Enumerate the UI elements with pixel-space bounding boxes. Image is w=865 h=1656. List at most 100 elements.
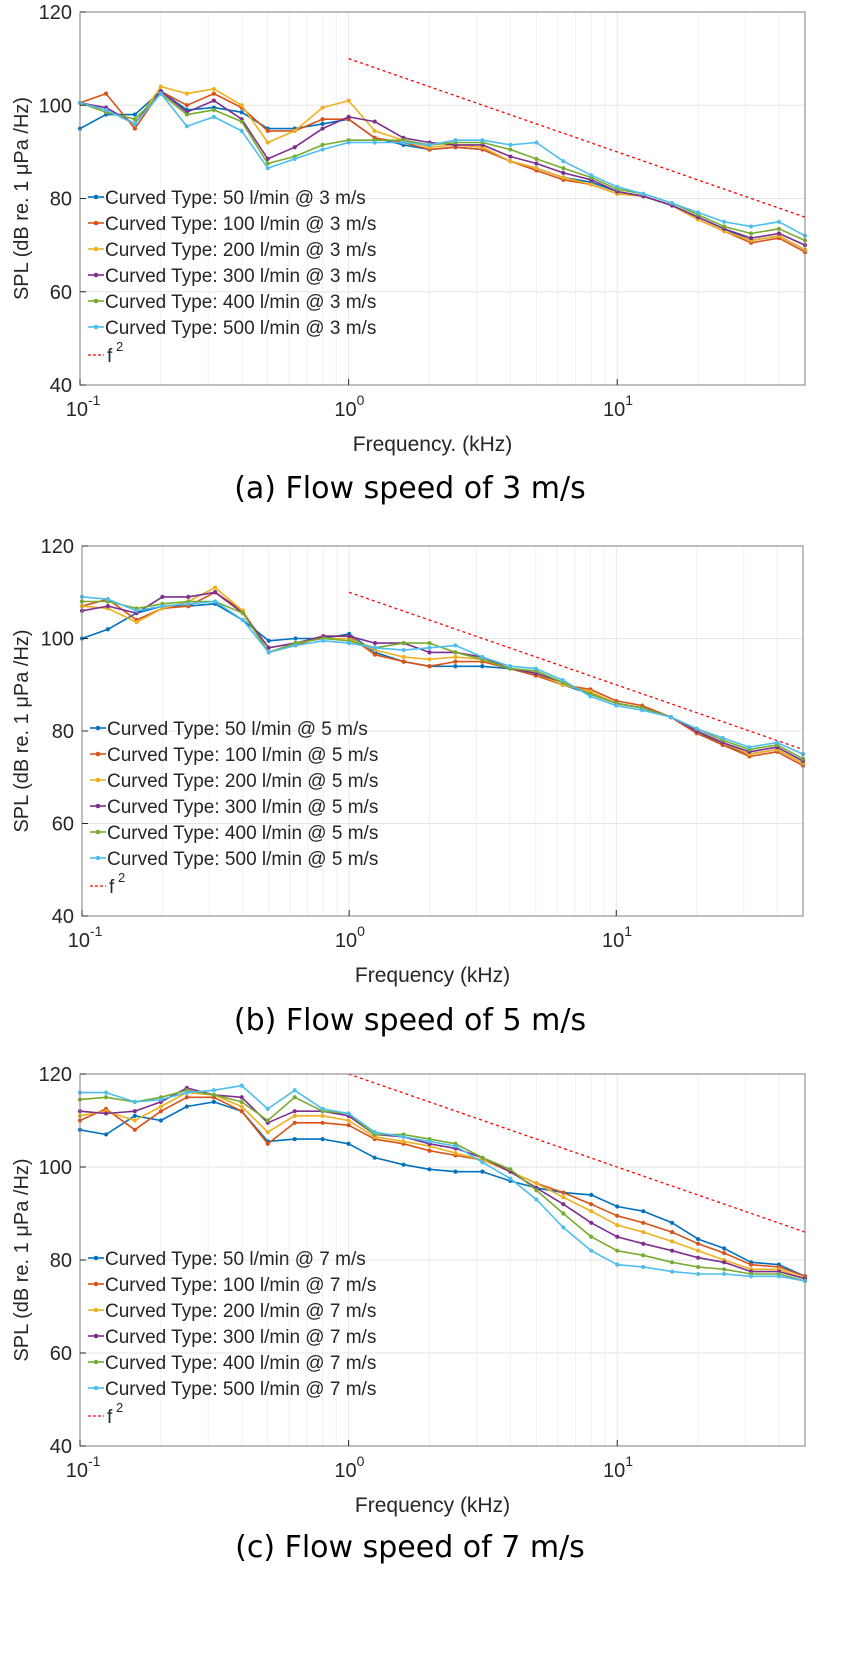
data-point (292, 156, 297, 161)
data-point (401, 659, 406, 664)
data-point (134, 620, 139, 625)
data-point (346, 1123, 351, 1128)
series-line (79, 85, 806, 251)
data-point (292, 128, 297, 133)
legend-label-reference: f (109, 877, 115, 898)
data-point (184, 1104, 189, 1109)
data-point (321, 638, 326, 643)
legend-label: Curved Type: 400 l/min @ 5 m/s (107, 823, 378, 844)
data-point (103, 1090, 109, 1095)
y-tick-label: 100 (39, 1157, 72, 1179)
data-point (508, 159, 513, 164)
data-point (132, 1113, 137, 1118)
data-point (103, 107, 109, 113)
legend-label-reference: f (107, 1407, 113, 1428)
y-tick-label: 120 (39, 1064, 72, 1086)
data-point (561, 166, 566, 171)
data-point (320, 117, 325, 122)
data-point (534, 1188, 539, 1193)
data-point (160, 604, 165, 609)
legend-item: Curved Type: 500 l/min @ 7 m/s (88, 1379, 376, 1400)
legend-label: Curved Type: 400 l/min @ 7 m/s (105, 1353, 376, 1374)
data-point (211, 1088, 216, 1093)
series-line (79, 1101, 806, 1278)
x-tick-base: 10 (602, 930, 624, 952)
data-point (588, 694, 593, 699)
legend-label: Curved Type: 100 l/min @ 5 m/s (107, 745, 378, 766)
data-point (132, 117, 137, 122)
data-point (266, 645, 271, 650)
data-point (427, 641, 432, 646)
data-point (103, 1111, 109, 1116)
legend-swatch-marker (93, 1385, 99, 1391)
legend-swatch-marker (93, 1281, 99, 1287)
data-point (453, 659, 458, 664)
data-point (696, 1271, 701, 1277)
legend-swatch-marker (93, 298, 99, 304)
legend-swatch-marker (93, 272, 99, 278)
data-point (372, 645, 378, 650)
data-point (561, 1190, 566, 1195)
x-tick-label: 10 -1 (66, 392, 101, 421)
legend-label: Curved Type: 50 l/min @ 3 m/s (105, 188, 366, 209)
legend-item: Curved Type: 50 l/min @ 5 m/s (90, 719, 368, 740)
data-point (641, 1209, 646, 1214)
data-point (265, 166, 270, 171)
legend-item: Curved Type: 300 l/min @ 3 m/s (88, 266, 376, 287)
x-tick-exp: -1 (88, 392, 101, 408)
data-point (184, 124, 189, 129)
data-point (186, 601, 191, 606)
data-point (776, 1274, 782, 1279)
x-tick-exp: -1 (88, 1453, 101, 1469)
data-point (427, 650, 432, 655)
x-tick-exp: 1 (625, 1453, 633, 1469)
data-point (696, 1255, 701, 1260)
data-point (372, 140, 377, 145)
data-point (561, 1195, 566, 1200)
data-point (427, 657, 432, 662)
data-point (696, 1241, 701, 1246)
x-tick-label: 10 0 (334, 1453, 364, 1482)
data-point (589, 182, 594, 187)
data-point (561, 1202, 566, 1207)
y-axis-label: SPL (dB re. 1 μPa /Hz) (11, 629, 33, 832)
y-tick-label: 80 (50, 1250, 72, 1272)
data-point (103, 1095, 109, 1100)
y-tick-label: 80 (52, 721, 74, 743)
data-point (132, 126, 137, 131)
data-point (641, 1264, 646, 1270)
data-point (346, 1111, 351, 1116)
legend-label: Curved Type: 50 l/min @ 5 m/s (107, 719, 368, 740)
legend: Curved Type: 50 l/min @ 7 m/s Curved Type… (88, 1249, 376, 1428)
data-point (320, 121, 325, 126)
x-tick-label: 10 -1 (66, 1453, 101, 1482)
legend-label: Curved Type: 100 l/min @ 7 m/s (105, 1275, 376, 1296)
data-point (401, 1162, 406, 1167)
data-point (265, 140, 270, 145)
data-point (427, 664, 432, 669)
data-point (453, 643, 458, 648)
series-line (79, 92, 806, 237)
data-point (132, 1109, 137, 1114)
data-point (427, 1167, 432, 1172)
legend-label: Curved Type: 300 l/min @ 3 m/s (105, 266, 376, 287)
data-point (105, 604, 110, 609)
data-point (696, 210, 701, 215)
data-point (561, 170, 566, 175)
data-point (347, 634, 352, 639)
data-point (722, 1250, 727, 1256)
data-point (372, 641, 378, 646)
data-point (132, 1127, 137, 1132)
legend-item: Curved Type: 200 l/min @ 3 m/s (88, 240, 376, 261)
data-point (160, 594, 165, 599)
legend-item: Curved Type: 300 l/min @ 7 m/s (88, 1327, 376, 1348)
legend-swatch-marker (93, 1307, 99, 1313)
x-tick-base: 10 (68, 930, 90, 952)
data-point (401, 654, 406, 660)
legend-item: Curved Type: 50 l/min @ 3 m/s (88, 188, 366, 209)
data-point (669, 1260, 675, 1265)
data-point (696, 1236, 701, 1242)
data-point (615, 184, 620, 189)
data-point (211, 91, 216, 96)
